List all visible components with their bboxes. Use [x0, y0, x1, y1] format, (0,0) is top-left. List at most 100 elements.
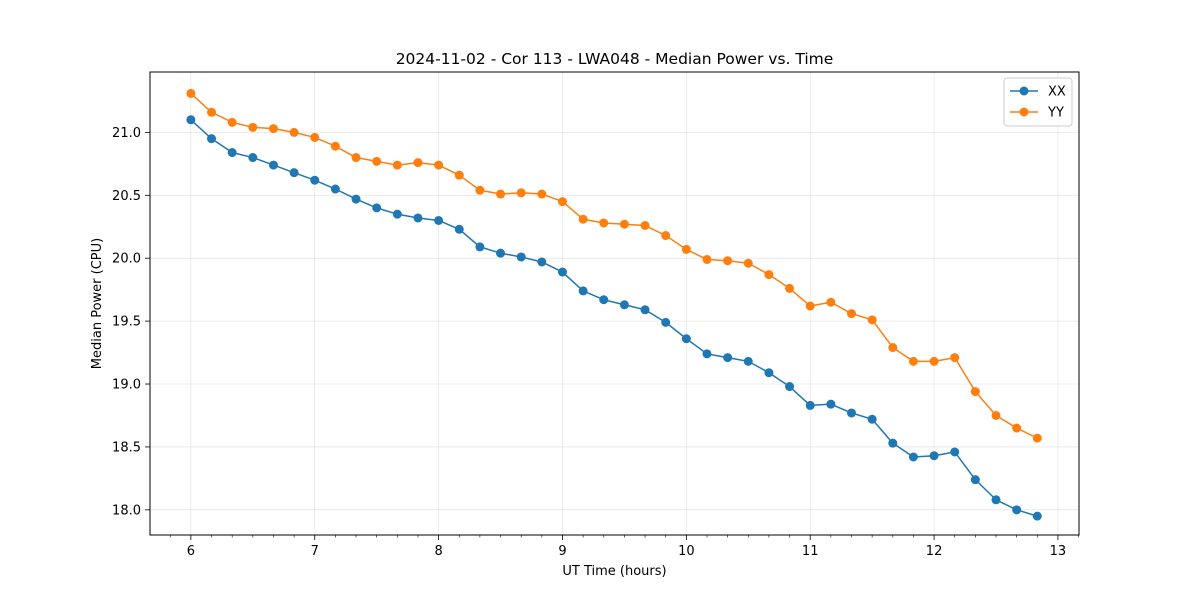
data-point-xx	[661, 317, 671, 327]
data-point-xx	[950, 447, 960, 457]
data-point-yy	[826, 297, 836, 307]
data-point-yy	[681, 244, 691, 254]
data-point-yy	[805, 301, 815, 311]
data-point-xx	[1032, 511, 1042, 521]
data-point-xx	[434, 215, 444, 225]
data-point-xx	[454, 224, 464, 234]
data-point-yy	[578, 214, 588, 224]
data-point-xx	[826, 399, 836, 409]
data-point-xx	[991, 495, 1001, 505]
data-point-yy	[1032, 433, 1042, 443]
data-point-yy	[186, 88, 196, 98]
data-point-xx	[268, 160, 278, 170]
x-tick-label: 12	[926, 544, 943, 559]
data-point-yy	[929, 356, 939, 366]
y-tick-label: 21.0	[112, 126, 141, 141]
x-tick-label: 8	[434, 544, 442, 559]
data-point-xx	[599, 295, 609, 305]
plot-frame	[149, 71, 1080, 536]
data-point-xx	[248, 153, 258, 163]
data-point-yy	[1012, 423, 1022, 433]
data-point-yy	[785, 283, 795, 293]
data-point-xx	[846, 408, 856, 418]
data-point-xx	[723, 353, 733, 363]
y-tick-label: 18.0	[112, 503, 141, 518]
y-tick-label: 19.0	[112, 378, 141, 393]
data-point-yy	[599, 218, 609, 228]
data-point-xx	[764, 368, 774, 378]
data-point-yy	[970, 387, 980, 397]
data-point-yy	[330, 141, 340, 151]
data-point-yy	[454, 170, 464, 180]
x-tick-label: 6	[187, 544, 195, 559]
data-point-yy	[392, 160, 402, 170]
data-point-yy	[372, 156, 382, 166]
data-point-xx	[557, 267, 567, 277]
data-point-xx	[351, 194, 361, 204]
grid	[150, 72, 1079, 535]
data-point-xx	[310, 175, 320, 185]
legend-label-xx: XX	[1048, 85, 1066, 100]
axes: 6 7 8 9 10 11 12 13 18.0 18.5 19.0 19.5 20.0 20.5 21.0	[112, 126, 1079, 559]
y-tick-label: 20.5	[112, 189, 141, 204]
data-point-yy	[661, 231, 671, 241]
data-point-xx	[496, 248, 506, 258]
data-point-yy	[268, 124, 278, 134]
data-point-yy	[475, 185, 485, 195]
chart-title: 2024-11-02 - Cor 113 - LWA048 - Median P…	[396, 50, 834, 68]
x-tick-label: 10	[678, 544, 695, 559]
x-tick-label: 7	[311, 544, 319, 559]
data-point-xx	[516, 252, 526, 262]
data-point-yy	[846, 309, 856, 319]
data-point-xx	[929, 451, 939, 461]
data-point-yy	[434, 160, 444, 170]
data-point-xx	[537, 257, 547, 267]
data-point-yy	[310, 132, 320, 142]
legend-marker-yy	[1019, 107, 1029, 117]
data-point-xx	[619, 300, 629, 310]
data-point-yy	[496, 189, 506, 199]
data-point-xx	[867, 414, 877, 424]
data-point-xx	[805, 400, 815, 410]
data-point-xx	[186, 115, 196, 125]
data-point-yy	[743, 258, 753, 268]
data-point-yy	[248, 122, 258, 132]
data-point-yy	[908, 356, 918, 366]
data-point-yy	[702, 254, 712, 264]
data-point-xx	[702, 349, 712, 359]
data-point-yy	[516, 188, 526, 198]
data-point-xx	[908, 452, 918, 462]
series-yy	[186, 88, 1042, 443]
data-point-yy	[289, 127, 299, 137]
data-point-xx	[743, 356, 753, 366]
data-point-yy	[557, 197, 567, 207]
data-point-xx	[330, 184, 340, 194]
x-axis-label: UT Time (hours)	[562, 564, 666, 579]
data-point-yy	[351, 153, 361, 163]
data-point-yy	[207, 107, 217, 117]
data-point-xx	[227, 148, 237, 158]
legend: XX YY	[1003, 77, 1073, 127]
data-point-xx	[1012, 505, 1022, 515]
data-point-xx	[681, 334, 691, 344]
data-point-yy	[227, 117, 237, 127]
data-point-xx	[578, 286, 588, 296]
y-axis-label: Median Power (CPU)	[90, 238, 105, 369]
y-tick-label: 18.5	[112, 440, 141, 455]
x-tick-label: 11	[802, 544, 819, 559]
data-point-yy	[991, 410, 1001, 420]
x-tick-label: 9	[558, 544, 566, 559]
data-point-yy	[888, 343, 898, 353]
data-point-xx	[475, 242, 485, 252]
data-point-xx	[785, 382, 795, 392]
series-xx	[186, 115, 1042, 521]
data-point-xx	[392, 209, 402, 219]
y-tick-label: 19.5	[112, 315, 141, 330]
data-point-xx	[888, 438, 898, 448]
data-point-xx	[413, 213, 423, 223]
x-tick-label: 13	[1050, 544, 1067, 559]
data-point-yy	[640, 220, 650, 230]
data-point-xx	[640, 305, 650, 315]
legend-label-yy: YY	[1047, 106, 1064, 121]
